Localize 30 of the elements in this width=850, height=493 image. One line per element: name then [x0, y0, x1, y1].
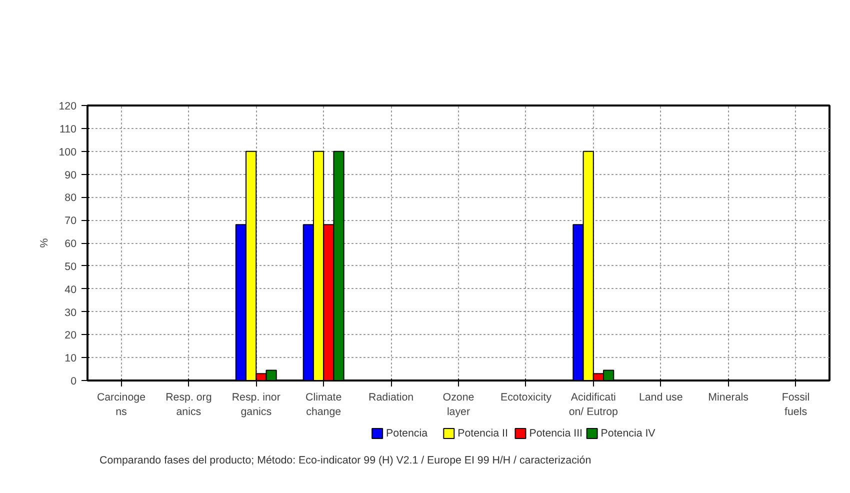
- y-axis-title: %: [38, 238, 51, 248]
- text: Comparando fases del producto; Método: Eco-indicator 99 (H) V2.1 / Europe EI 99 H/H / caracterización: [100, 454, 592, 466]
- y-tick-label: 110: [60, 123, 77, 136]
- legend-label: Potencia: [386, 428, 428, 440]
- legend-label: Potencia IV: [600, 428, 656, 440]
- x-tick-label: Climate change: [306, 392, 342, 418]
- x-tick-label: Minerals: [708, 392, 748, 404]
- y-tick-label: 60: [64, 238, 77, 250]
- y-tick-label: 20: [64, 330, 77, 342]
- x-tick-label: Ecotoxicity: [500, 392, 552, 404]
- legend-label: Potencia II: [458, 428, 508, 440]
- y-tick-label: 0: [70, 376, 77, 388]
- legend-label: Potencia III: [529, 428, 583, 440]
- y-tick-label: 100: [58, 146, 77, 158]
- y-tick-label: 50: [64, 260, 77, 273]
- x-tick-label: Ozone layer: [442, 392, 474, 418]
- y-tick-label: 90: [64, 169, 77, 182]
- y-tick-label: 30: [64, 306, 77, 319]
- x-tick-label: Land use: [638, 392, 683, 404]
- y-tick-label: 70: [64, 215, 77, 228]
- x-tick-label: Acidificati on/ Eutrop: [568, 392, 618, 418]
- y-tick-label: 120: [58, 100, 77, 112]
- x-tick-label: Fossil fuels: [782, 392, 810, 418]
- y-tick-label: 10: [64, 352, 77, 365]
- x-tick-label: Resp. inor ganics: [232, 392, 281, 418]
- y-tick-label: 40: [64, 284, 77, 296]
- x-tick-label: Resp. org anics: [166, 392, 212, 418]
- x-tick-label: Carcinoge ns: [96, 392, 146, 418]
- y-tick-label: 80: [64, 192, 77, 204]
- x-tick-label: Radiation: [368, 392, 414, 404]
